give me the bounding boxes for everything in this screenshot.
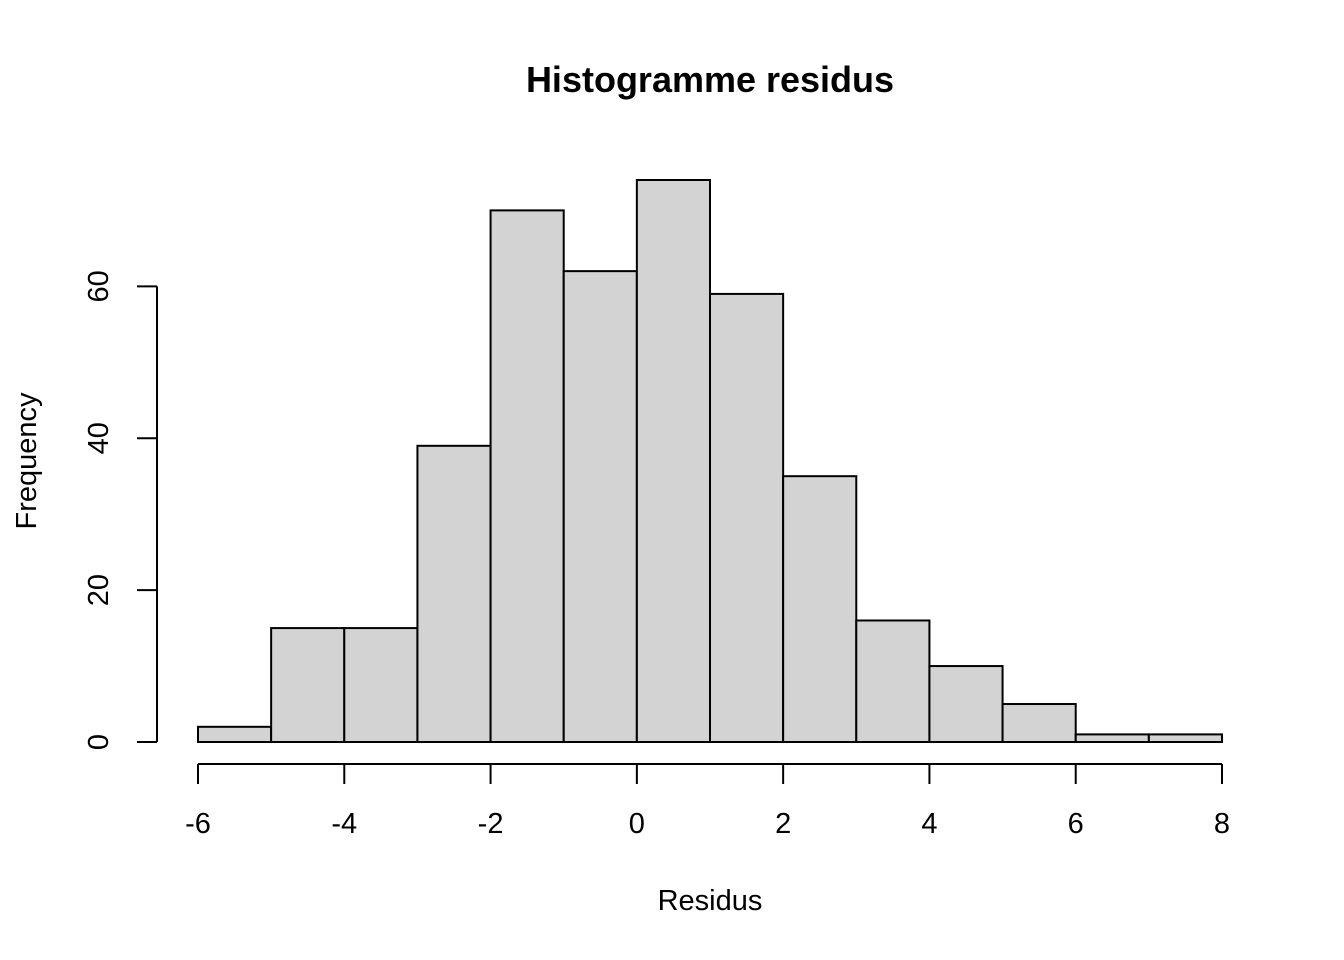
x-tick-label: 8	[1214, 808, 1230, 840]
histogram-bar	[270, 627, 346, 743]
histogram-bar	[635, 179, 711, 743]
x-tick-label: -6	[185, 808, 211, 840]
y-axis: 0 20 40 60	[83, 270, 158, 750]
histogram-bar	[709, 292, 785, 743]
x-tick-label: 6	[1068, 808, 1084, 840]
histogram-bar	[562, 270, 638, 743]
histogram-bar	[197, 725, 273, 743]
x-axis: -6 -4 -2 0 2 4 6 8	[185, 763, 1230, 840]
x-axis-label: Residus	[658, 885, 763, 917]
histogram-bar	[489, 209, 565, 744]
y-tick-label: 60	[83, 270, 115, 302]
x-tick-label: 4	[921, 808, 937, 840]
chart-title: Histogramme residus	[526, 59, 894, 100]
y-tick-label: 20	[83, 574, 115, 606]
histogram-bar	[1074, 733, 1150, 743]
x-tick-label: 0	[629, 808, 645, 840]
histogram-bar	[343, 627, 419, 743]
x-tick-label: -4	[331, 808, 357, 840]
histogram-bar	[855, 619, 931, 744]
histogram-bar	[1147, 733, 1224, 743]
y-axis-label: Frequency	[11, 392, 43, 530]
histogram-bar	[928, 665, 1004, 744]
histogram-bar	[782, 475, 858, 743]
bars-group	[197, 179, 1224, 744]
y-tick-label: 40	[83, 422, 115, 454]
x-tick-label: -2	[478, 808, 504, 840]
x-tick-label: 2	[775, 808, 791, 840]
histogram-bar	[1001, 703, 1077, 744]
y-tick-label: 0	[83, 734, 115, 750]
histogram-bar	[416, 444, 492, 743]
